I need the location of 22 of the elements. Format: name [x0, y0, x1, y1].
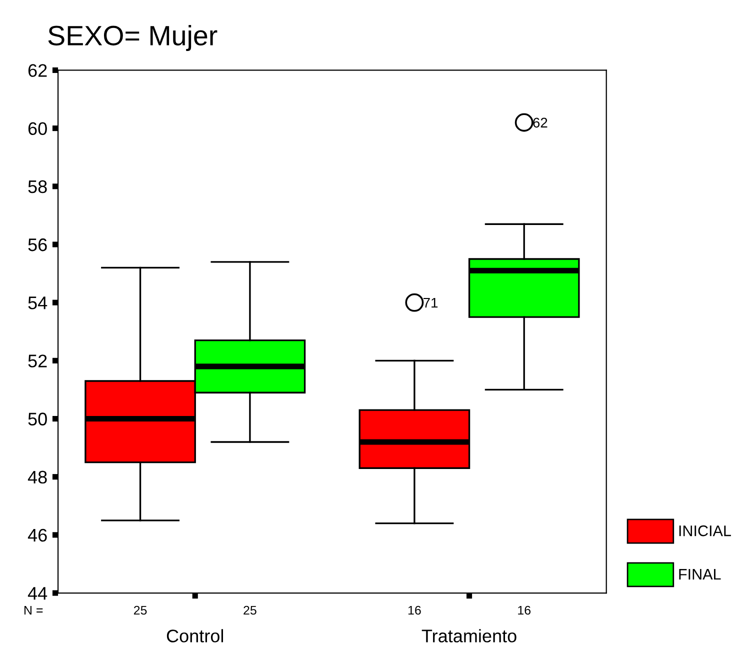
- x-tick-label: Tratamiento: [422, 629, 516, 642]
- y-tick-label: 58: [28, 180, 47, 194]
- y-tick-label: 46: [28, 528, 47, 542]
- y-tick-label: 48: [28, 470, 47, 484]
- y-tick-label: 62: [28, 64, 47, 77]
- y-tick-label: 44: [28, 587, 48, 600]
- y-tick-label: 50: [28, 412, 47, 426]
- y-tick-label: 52: [28, 354, 47, 368]
- x-tick-label: Control: [166, 629, 224, 642]
- text: 16: [408, 606, 421, 615]
- legend-label: INICIAL: [679, 525, 731, 536]
- y-tick-label: 60: [28, 122, 47, 136]
- text: 16: [518, 606, 531, 615]
- annotation: 62: [533, 118, 548, 128]
- text: 25: [134, 606, 147, 615]
- legend-label: FINAL: [679, 569, 721, 580]
- chart-title: SEXO= Mujer: [48, 25, 218, 51]
- annotation: 71: [423, 298, 438, 308]
- text: N =: [24, 606, 43, 615]
- y-tick-label: 56: [28, 238, 47, 252]
- text: 25: [244, 606, 256, 615]
- y-tick-label: 54: [28, 296, 48, 310]
